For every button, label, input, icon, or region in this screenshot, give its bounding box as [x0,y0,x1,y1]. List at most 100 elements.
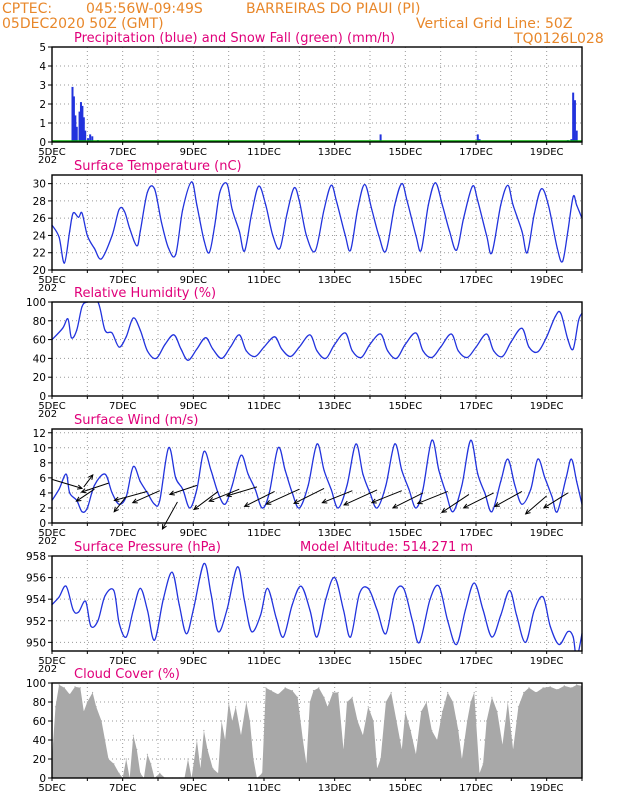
wind-point [394,443,396,445]
y-tick-label: 20 [33,754,46,766]
cloud-point [54,706,57,708]
cloud-point [146,753,148,755]
humidity-point [325,357,327,359]
wind-point [576,481,578,483]
wind-arrow-head [265,499,272,505]
cloud-point [228,701,230,703]
wind-arrow [83,474,94,488]
pressure-point [334,577,336,579]
temperature-point [213,226,216,228]
x-tick-label: 9DEC [180,147,207,158]
wind-arrow [343,489,378,506]
temperature-point [272,234,274,237]
pressure-point [438,585,440,587]
wind-point [81,511,83,513]
temperature-point [394,204,396,206]
x-year-stub: 202 [38,664,57,675]
temperature-point [251,213,253,215]
cloud-point [528,687,530,689]
cloud-point [447,691,449,694]
temperature-point [567,230,569,232]
humidity-point [493,350,495,352]
wind-point [408,488,410,490]
cloud-point [312,690,315,692]
temperature-point [547,204,550,206]
pressure-point [266,587,269,590]
wind-arrow [76,488,95,502]
temperature-point [244,250,246,252]
pressure-point [385,633,387,635]
wind-point [307,484,309,486]
cloud-point [150,763,152,765]
cloud-point [507,701,509,703]
cloud-point [523,691,525,694]
cloud-point [323,696,325,698]
pressure-point [178,604,180,606]
wind-arrow-head [343,500,350,506]
wind-point [175,477,177,479]
pressure-point [153,639,156,641]
wind-arrow [417,490,448,504]
temperature-point [77,216,80,218]
humidity-point [422,350,424,352]
humidity-point [528,346,530,348]
pressure-point [185,633,187,635]
pressure-point [473,582,475,584]
x-tick-label: 9DEC [180,528,207,539]
x-tick-label: 5DEC [38,783,65,794]
humidity-point [577,320,580,322]
x-tick-label: 11DEC [247,656,281,667]
wind-arrow-head [416,499,423,505]
humidity-point [245,350,247,352]
pressure-point [558,643,560,646]
humidity-point [164,343,166,345]
humidity-point [212,348,214,350]
pressure-point [65,585,67,587]
temperature-point [371,208,373,211]
temperature-point [441,204,443,206]
cloud-point [542,687,544,689]
pressure-point [217,631,219,633]
temperature-point [146,191,148,193]
y-tick-label: 60 [33,335,46,347]
cloud-point [86,701,88,703]
wind-point [565,477,567,479]
cloud-point [100,720,103,722]
humidity-point [466,356,468,359]
humidity-point [567,339,569,341]
cloud-point [461,758,463,760]
x-tick-label: 17DEC [459,528,493,539]
wind-arrow [226,486,258,497]
x-tick-label: 17DEC [459,147,493,158]
temperature-point [191,181,193,183]
pressure-point [325,598,327,600]
cloud-point [58,684,60,686]
cloud-point [452,701,454,703]
y-tick-label: 80 [33,316,46,328]
cloud-point [482,763,484,765]
cloud-point [136,748,138,751]
x-year-stub: 202 [38,409,57,420]
temperature-point [139,230,141,232]
x-tick-label: 7DEC [109,275,136,286]
x-year-stub: 202 [38,283,57,294]
cloud-point [284,687,286,689]
cloud-point [95,706,97,708]
x-tick-label: 15DEC [388,147,422,158]
temperature-point [226,183,228,185]
x-tick-label: 17DEC [459,656,493,667]
wind-arrow-head [542,503,549,509]
temperature-point [521,230,523,232]
wind-point [284,469,286,471]
precip-bar [71,86,74,142]
pressure-point [411,620,413,622]
pressure-point [291,604,293,606]
temperature-point [533,213,535,215]
x-tick-label: 19DEC [530,656,564,667]
humidity-point [521,327,523,329]
pressure-frame [51,555,583,652]
cloud-point [297,696,299,698]
wind-point [330,488,332,490]
pressure-point [500,614,502,617]
y-tick-label: 0 [39,137,46,149]
